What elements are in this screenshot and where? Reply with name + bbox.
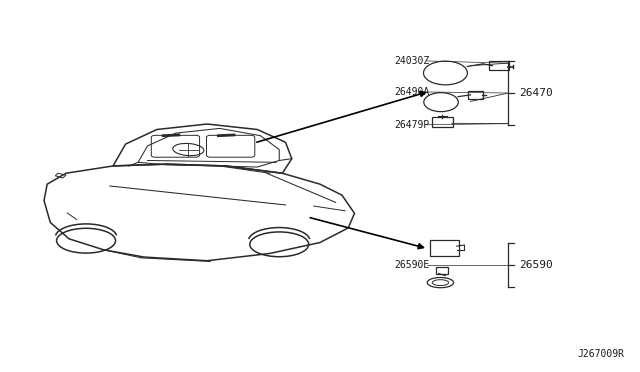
Text: 26470: 26470 — [520, 88, 553, 98]
Text: 26479P: 26479P — [394, 120, 429, 130]
Text: 26490A: 26490A — [394, 87, 429, 97]
Text: 26590E: 26590E — [394, 260, 429, 270]
Text: J267009R: J267009R — [577, 349, 624, 359]
Text: 24030Z: 24030Z — [394, 56, 429, 66]
Text: 26590: 26590 — [520, 260, 553, 270]
